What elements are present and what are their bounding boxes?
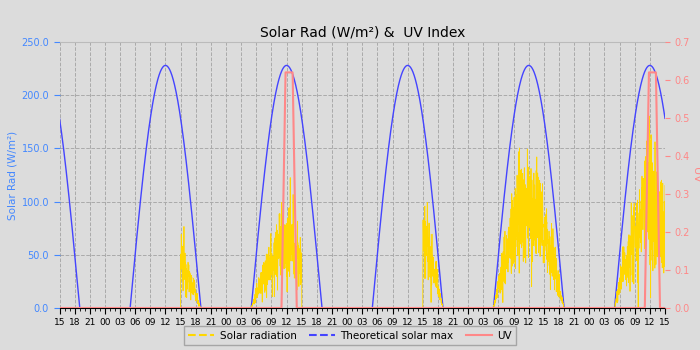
- Legend: Solar radiation, Theoretical solar max, UV: Solar radiation, Theoretical solar max, …: [184, 327, 516, 345]
- Y-axis label: UV: UV: [691, 167, 700, 183]
- Y-axis label: Solar Rad (W/m²): Solar Rad (W/m²): [7, 131, 18, 219]
- Title: Solar Rad (W/m²) &  UV Index: Solar Rad (W/m²) & UV Index: [260, 26, 465, 40]
